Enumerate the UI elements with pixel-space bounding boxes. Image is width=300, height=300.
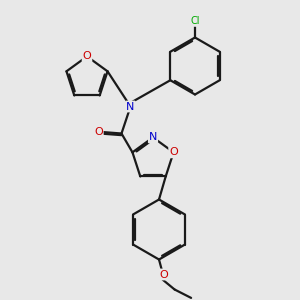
Text: N: N <box>126 101 135 112</box>
Text: O: O <box>82 51 91 62</box>
Text: Cl: Cl <box>190 16 200 26</box>
Text: N: N <box>149 132 157 142</box>
Text: O: O <box>94 127 103 137</box>
Text: O: O <box>169 147 178 157</box>
Text: O: O <box>160 269 169 280</box>
